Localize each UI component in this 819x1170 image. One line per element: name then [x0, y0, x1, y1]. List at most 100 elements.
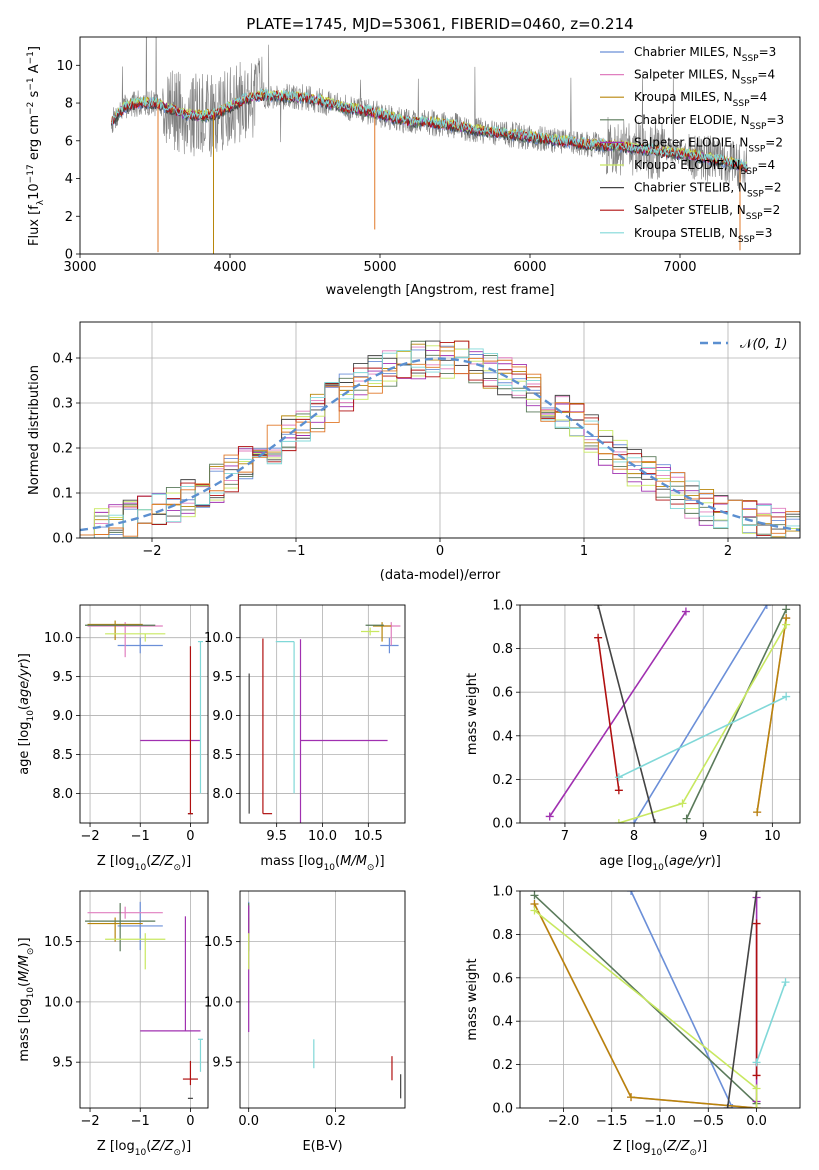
weights-chabrier-miles	[630, 605, 771, 823]
weight-marker	[627, 1093, 636, 1102]
y-tick-label: 10.0	[204, 631, 233, 646]
weight-line	[618, 624, 787, 823]
gaussian-reference	[80, 357, 800, 532]
x-axis-label: Z [log10(Z/Z⊙)]	[97, 854, 191, 873]
weight-marker	[752, 1071, 761, 1080]
x-tick-label: 7000	[663, 260, 696, 275]
x-tick-label: −2	[80, 829, 99, 844]
y-tick-label: 0	[65, 248, 73, 263]
x-tick-label: 1	[580, 544, 588, 559]
panel-age-vs-mass: 9.5 10.0 10.5 8.0 8.5 9.0 9.5 10.0 mass [log10(M…	[204, 604, 406, 873]
weight-line	[618, 695, 787, 778]
weight-marker	[752, 1084, 761, 1093]
y-tick-label: 2	[65, 210, 73, 225]
weight-line	[756, 617, 787, 813]
y-tick-label: 0.2	[492, 1058, 513, 1073]
x-tick-label: −2	[80, 1114, 99, 1129]
y-tick-label: 9.5	[52, 1056, 73, 1071]
plot-area	[80, 322, 800, 538]
plot-area	[111, 37, 748, 254]
panel-age-vs-Z: −2 −1 0 8.0 8.5 9.0 9.5 10.0 Z [log10(Z/Z⊙)] age …	[17, 604, 209, 873]
weight-marker	[752, 1058, 761, 1067]
x-tick-label: 9.5	[266, 829, 287, 844]
x-tick-label: 0	[186, 829, 194, 844]
axes-frame	[519, 604, 801, 824]
errorbar-kroupa-miles	[87, 620, 143, 641]
legend-entry: Chabrier ELODIE, NSSP=3	[634, 113, 784, 132]
weight-marker	[594, 633, 603, 642]
x-tick-label: −1	[286, 544, 305, 559]
weights-kroupa-elodie	[530, 906, 761, 1108]
errorbar-chabrier-miles	[380, 637, 399, 654]
y-tick-label: 10.5	[44, 935, 73, 950]
axes-frame	[79, 321, 801, 539]
weight-marker	[782, 620, 791, 629]
weights-kroupa-miles	[753, 614, 791, 817]
panel-residuals: −2 −1 0 1 2 0.0 0.1 0.2 0.3 0.4 (data-model)/error…	[27, 321, 801, 583]
y-tick-label: 10.0	[44, 995, 73, 1010]
weight-marker	[594, 605, 603, 609]
plot-area	[520, 605, 800, 823]
panel-mass-weight-vs-age: 7 8 9 10 0.0 0.2 0.4 0.6 0.8 1.0 age [log10(age/yr…	[465, 599, 801, 873]
y-tick-label: 0.4	[492, 729, 513, 744]
y-tick-label: 0.6	[492, 686, 513, 701]
x-axis-label: Z [log10(Z/Z⊙)]	[97, 1139, 191, 1158]
weight-marker	[781, 978, 790, 987]
weight-marker	[614, 786, 623, 795]
panel-mass-vs-EBV: 0.0 0.2 9.5 10.0 10.5 E(B-V)	[204, 890, 406, 1154]
panel-mass-weight-vs-Z: −2.0 −1.5 −1.0 −0.5 0.0 0.0 0.2 0.4 0.6 0.8 1.0 Z […	[465, 885, 801, 1158]
weight-line	[549, 611, 687, 817]
weight-marker	[752, 919, 761, 928]
x-tick-label: 2	[724, 544, 732, 559]
y-tick-label: 0.4	[492, 1015, 513, 1030]
weight-line	[633, 605, 768, 823]
y-tick-label: 9.5	[212, 1056, 233, 1071]
y-tick-label: 8.5	[52, 748, 73, 763]
y-tick-label: 9.5	[52, 670, 73, 685]
legend-entry: Salpeter ELODIE, NSSP=2	[634, 135, 783, 154]
x-tick-label: −0.5	[692, 1114, 724, 1129]
y-tick-label: 0.4	[52, 352, 73, 367]
x-tick-label: −1	[131, 1114, 150, 1129]
x-tick-label: 5000	[363, 260, 396, 275]
axes-frame	[519, 890, 801, 1109]
x-tick-label: 0.2	[325, 1114, 346, 1129]
x-tick-label: 9	[699, 829, 707, 844]
errorbar-chabrier-elodie	[85, 903, 156, 952]
plot-area	[80, 891, 208, 1108]
x-tick-label: 6000	[513, 260, 546, 275]
weight-marker	[682, 814, 691, 823]
panel-spectrum: 3000 4000 5000 6000 7000 0 2 4 6 8 10 wavelength [A…	[26, 36, 801, 298]
y-tick-label: 1.0	[492, 599, 513, 614]
y-tick-label: 10.5	[204, 935, 233, 950]
figure-title: PLATE=1745, MJD=53061, FIBERID=0460, z=0…	[246, 15, 633, 33]
y-tick-label: 0.8	[492, 928, 513, 943]
errorbar-salpeter-stelib	[187, 646, 193, 815]
weight-marker	[782, 692, 791, 701]
x-axis-label: mass [log10(M/M⊙)]	[260, 854, 384, 873]
weights-salpeter-stelib	[752, 919, 761, 1080]
x-axis-label: wavelength [Angstrom, rest frame]	[326, 283, 555, 298]
y-tick-label: 0.2	[52, 442, 73, 457]
weights-kroupa-miles	[530, 900, 761, 1108]
weights-kroupa-stelib	[752, 978, 790, 1067]
weight-marker	[678, 799, 687, 808]
plot-area	[240, 891, 405, 1108]
x-tick-label: 10.5	[354, 829, 383, 844]
y-axis-label: Normed distribution	[27, 365, 42, 495]
x-tick-label: 10.0	[308, 829, 337, 844]
x-tick-label: 10	[764, 829, 781, 844]
weights-kroupa-elodie	[614, 620, 791, 823]
axes-frame	[79, 36, 801, 255]
y-axis-label: age [log10(age/yr)]	[17, 653, 36, 775]
y-tick-label: 9.5	[212, 670, 233, 685]
weights-salpeter-elodie	[545, 607, 690, 821]
weight-marker	[753, 808, 762, 817]
axes-frame	[79, 604, 209, 824]
residual-histogram	[80, 346, 800, 537]
errorbar-kroupa-elodie	[361, 627, 380, 636]
errorbar-kroupa-stelib	[275, 640, 295, 794]
y-axis-label: mass weight	[465, 958, 480, 1040]
legend-entry: 𝒩(0, 1)	[740, 337, 787, 352]
weights-chabrier-stelib	[723, 891, 761, 1108]
